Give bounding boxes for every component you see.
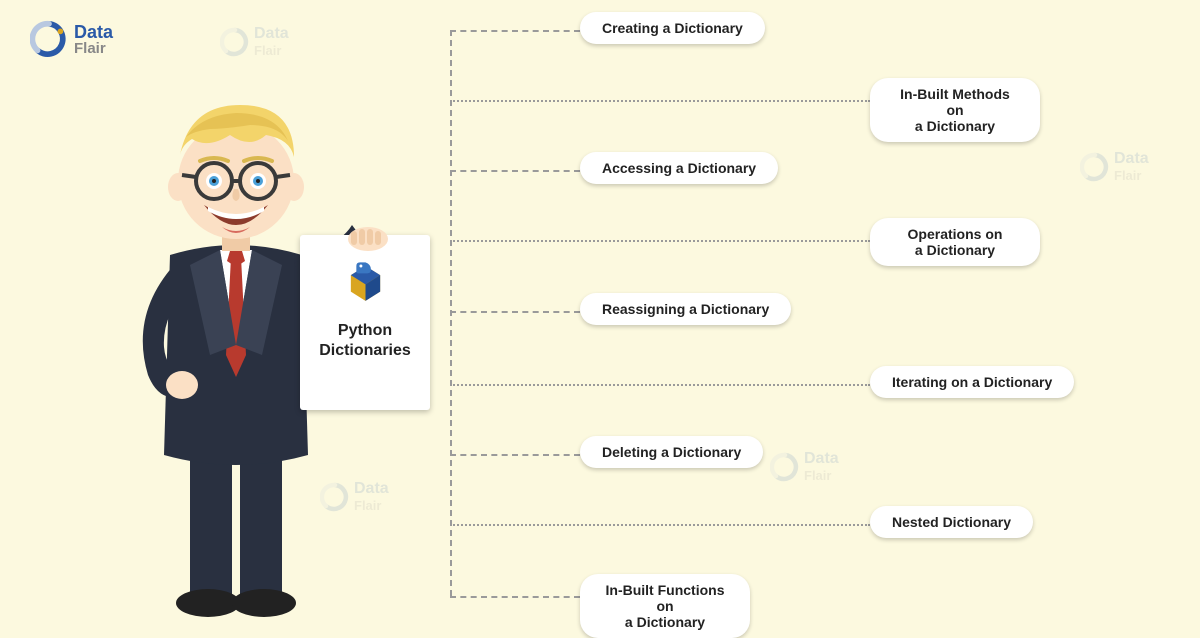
branch-line	[450, 454, 580, 456]
logo-text: Data Flair	[74, 23, 113, 56]
branch-line	[450, 384, 870, 386]
branch-label: Iterating on a Dictionary	[870, 366, 1074, 398]
branch-line	[450, 311, 580, 313]
trunk-line	[450, 30, 452, 596]
branch-line	[450, 170, 580, 172]
branch-label: Creating a Dictionary	[580, 12, 765, 44]
logo-text-top: Data	[74, 22, 113, 42]
branch-label: In-Built Methods ona Dictionary	[870, 78, 1040, 142]
branch-label: In-Built Functions ona Dictionary	[580, 574, 750, 638]
branch-line	[450, 30, 580, 32]
card-title: Python Dictionaries	[306, 321, 424, 361]
branch-label: Reassigning a Dictionary	[580, 293, 791, 325]
branch-line	[450, 240, 870, 242]
python-icon	[338, 255, 393, 310]
hand-icon	[345, 225, 391, 255]
topic-card: Python Dictionaries	[300, 235, 430, 410]
card-title-line1: Python	[338, 322, 392, 339]
branch-diagram: Creating a Dictionary In-Built Methods on…	[430, 0, 1200, 628]
watermark: DataFlair	[220, 25, 289, 58]
branch-label: Accessing a Dictionary	[580, 152, 778, 184]
branch-label: Nested Dictionary	[870, 506, 1033, 538]
branch-line	[450, 100, 870, 102]
branch-line	[450, 524, 870, 526]
brand-logo: Data Flair	[30, 20, 113, 58]
branch-label: Operations ona Dictionary	[870, 218, 1040, 266]
card-title-line2: Dictionaries	[319, 342, 411, 359]
branch-line	[450, 596, 580, 598]
logo-icon	[30, 20, 68, 58]
branch-label: Deleting a Dictionary	[580, 436, 763, 468]
logo-text-bottom: Flair	[74, 41, 113, 56]
